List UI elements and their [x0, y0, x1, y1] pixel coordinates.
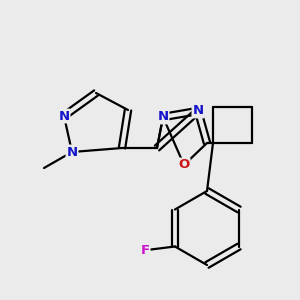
Text: F: F — [140, 244, 149, 257]
Text: N: N — [58, 110, 70, 122]
Text: O: O — [178, 158, 190, 172]
Text: N: N — [192, 104, 204, 118]
Text: N: N — [66, 146, 78, 158]
Text: N: N — [158, 110, 169, 124]
